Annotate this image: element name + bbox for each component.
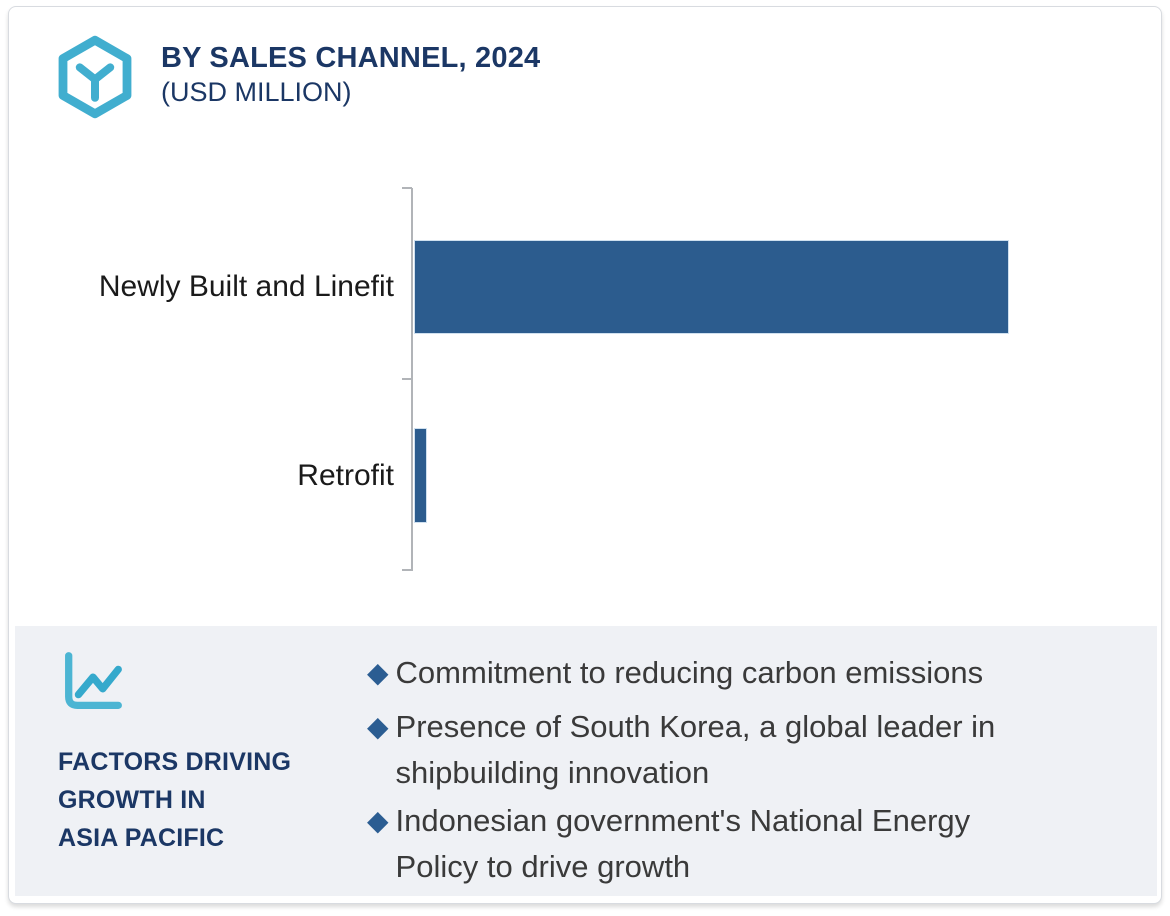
factor-text-line: Presence of South Korea, a global leader… <box>395 709 996 744</box>
factor-bullet: ◆ Indonesian government's National Energ… <box>367 798 970 890</box>
factors-panel: FACTORS DRIVING GROWTH IN ASIA PACIFIC ◆… <box>15 626 1157 896</box>
factors-heading-line: GROWTH IN <box>58 786 206 814</box>
chart-title: BY SALES CHANNEL, 2024 (USD MILLION) <box>161 41 540 109</box>
hexagon-y-logo-icon <box>58 35 132 119</box>
axis-tick <box>402 187 412 189</box>
factor-bullet: ◆ Commitment to reducing carbon emission… <box>367 650 983 696</box>
factors-heading-line: FACTORS DRIVING <box>58 748 292 776</box>
diamond-bullet-icon: ◆ <box>367 805 389 836</box>
bar-retrofit <box>414 428 427 523</box>
axis-tick <box>402 378 412 380</box>
line-chart-icon <box>65 652 122 709</box>
diamond-bullet-icon: ◆ <box>367 711 389 742</box>
chart-title-line2: (USD MILLION) <box>161 77 352 107</box>
factor-text: Commitment to reducing carbon emissions <box>396 650 984 696</box>
factor-text: Presence of South Korea, a global leader… <box>396 704 996 796</box>
axis-tick <box>402 569 412 571</box>
factors-heading: FACTORS DRIVING GROWTH IN ASIA PACIFIC <box>58 743 291 857</box>
factor-text-line: Indonesian government's National Energy <box>395 803 971 838</box>
category-label-newly-built: Newly Built and Linefit <box>98 270 394 303</box>
diamond-bullet-icon: ◆ <box>367 657 389 688</box>
chart-title-line1: BY SALES CHANNEL, 2024 <box>161 42 541 74</box>
bar-newly-built <box>414 240 1009 334</box>
category-label-retrofit: Retrofit <box>297 459 394 492</box>
factor-text-line: Policy to drive growth <box>395 849 691 884</box>
factor-text: Indonesian government's National Energy … <box>396 798 971 890</box>
factor-text-line: Commitment to reducing carbon emissions <box>395 655 984 690</box>
factors-heading-line: ASIA PACIFIC <box>58 824 225 852</box>
infographic-card: BY SALES CHANNEL, 2024 (USD MILLION) New… <box>8 6 1162 904</box>
bar-chart: Newly Built and Linefit Retrofit <box>9 7 1161 627</box>
factor-text-line: shipbuilding innovation <box>395 755 710 790</box>
y-axis-line <box>411 188 413 571</box>
factor-bullet: ◆ Presence of South Korea, a global lead… <box>367 704 995 796</box>
